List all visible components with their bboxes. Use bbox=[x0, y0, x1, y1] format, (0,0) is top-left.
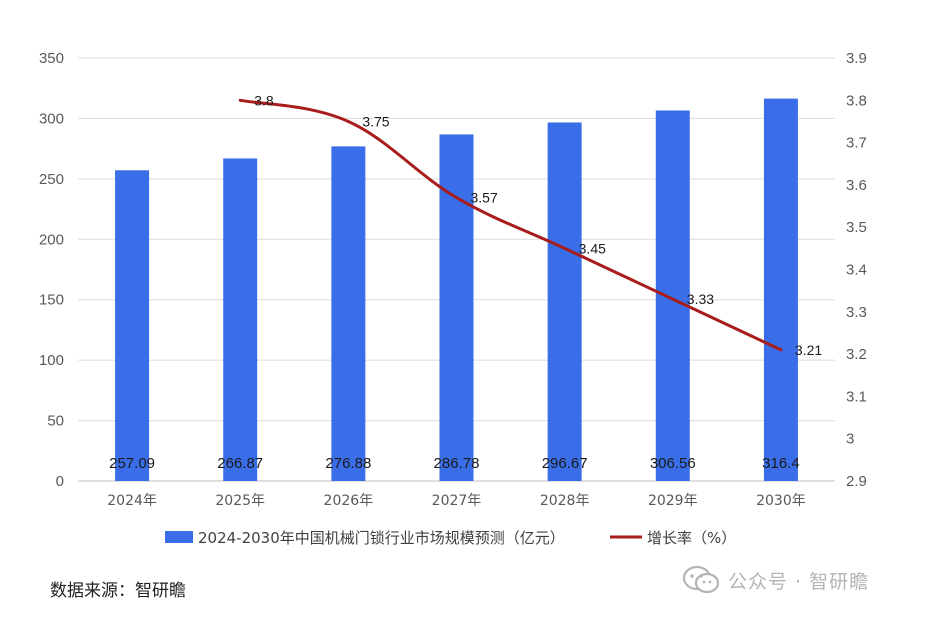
line-data-label: 3.75 bbox=[362, 113, 389, 129]
left-tick-label: 200 bbox=[39, 231, 64, 248]
bar-data-label: 316.4 bbox=[762, 455, 800, 472]
right-y-axis: 2.9 3 3.1 3.2 3.3 3.4 3.5 3.6 3.7 3.8 3.9 bbox=[846, 50, 867, 490]
data-source: 数据来源：智研瞻 bbox=[50, 581, 186, 601]
bar-data-label: 276.88 bbox=[325, 455, 371, 472]
left-tick-label: 150 bbox=[39, 292, 64, 309]
line-data-label: 3.57 bbox=[471, 190, 498, 206]
right-tick-label: 3.9 bbox=[846, 50, 867, 67]
x-tick-label: 2025年 bbox=[215, 493, 265, 509]
growth-rate-line bbox=[238, 98, 783, 352]
left-tick-label: 350 bbox=[39, 50, 64, 67]
left-tick-label: 100 bbox=[39, 352, 64, 369]
bar-data-label: 257.09 bbox=[109, 455, 155, 472]
bar-data-label: 306.56 bbox=[650, 455, 696, 472]
right-tick-label: 3.7 bbox=[846, 135, 867, 152]
line-data-label: 3.8 bbox=[254, 92, 274, 108]
bar bbox=[763, 98, 798, 481]
x-tick-label: 2029年 bbox=[648, 493, 698, 509]
line-series bbox=[238, 98, 783, 352]
left-tick-label: 250 bbox=[39, 171, 64, 188]
legend: 2024-2030年中国机械门锁行业市场规模预测（亿元） 增长率（%） bbox=[165, 529, 736, 547]
legend-swatch-bars bbox=[165, 531, 193, 543]
bar-series bbox=[115, 98, 798, 482]
bar bbox=[331, 146, 366, 482]
bar bbox=[547, 122, 582, 481]
bar-data-label: 286.78 bbox=[434, 455, 480, 472]
left-y-axis: 0 50 100 150 200 250 300 350 bbox=[39, 50, 64, 490]
right-tick-label: 3.8 bbox=[846, 92, 867, 109]
line-data-label: 3.33 bbox=[687, 291, 714, 307]
x-axis: 2024年 2025年 2026年 2027年 2028年 2029年 2030年 bbox=[107, 493, 805, 509]
left-tick-label: 50 bbox=[47, 413, 64, 430]
bar-data-label: 296.67 bbox=[542, 455, 588, 472]
bar bbox=[655, 110, 690, 482]
line-data-label: 3.45 bbox=[579, 240, 606, 256]
right-tick-label: 2.9 bbox=[846, 473, 867, 490]
right-tick-label: 3.5 bbox=[846, 219, 867, 236]
x-tick-label: 2026年 bbox=[324, 493, 374, 509]
right-tick-label: 3.4 bbox=[846, 262, 867, 279]
left-tick-label: 0 bbox=[56, 473, 64, 490]
bar bbox=[115, 170, 150, 481]
legend-label-bars: 2024-2030年中国机械门锁行业市场规模预测（亿元） bbox=[198, 529, 565, 547]
line-data-label: 3.21 bbox=[795, 342, 822, 358]
right-tick-label: 3.1 bbox=[846, 388, 867, 405]
right-tick-label: 3 bbox=[846, 431, 854, 448]
bar bbox=[439, 134, 474, 481]
line-data-labels: 3.8 3.75 3.57 3.45 3.33 3.21 bbox=[254, 92, 822, 358]
right-tick-label: 3.3 bbox=[846, 304, 867, 321]
x-tick-label: 2028年 bbox=[540, 493, 590, 509]
x-tick-label: 2027年 bbox=[432, 493, 482, 509]
bar bbox=[223, 158, 258, 481]
x-tick-label: 2030年 bbox=[756, 493, 806, 509]
bar-data-label: 266.87 bbox=[217, 455, 263, 472]
legend-label-line: 增长率（%） bbox=[647, 529, 736, 547]
watermark: 公众号 · 智研瞻 bbox=[682, 565, 869, 595]
watermark-text: 公众号 · 智研瞻 bbox=[728, 570, 870, 593]
right-tick-label: 3.2 bbox=[846, 346, 867, 363]
bar-data-labels: 257.09 266.87 276.88 286.78 296.67 306.56 316.… bbox=[109, 455, 800, 472]
right-tick-label: 3.6 bbox=[846, 177, 867, 194]
wechat-icon bbox=[682, 565, 720, 594]
x-tick-label: 2024年 bbox=[107, 493, 157, 509]
left-tick-label: 300 bbox=[39, 110, 64, 127]
